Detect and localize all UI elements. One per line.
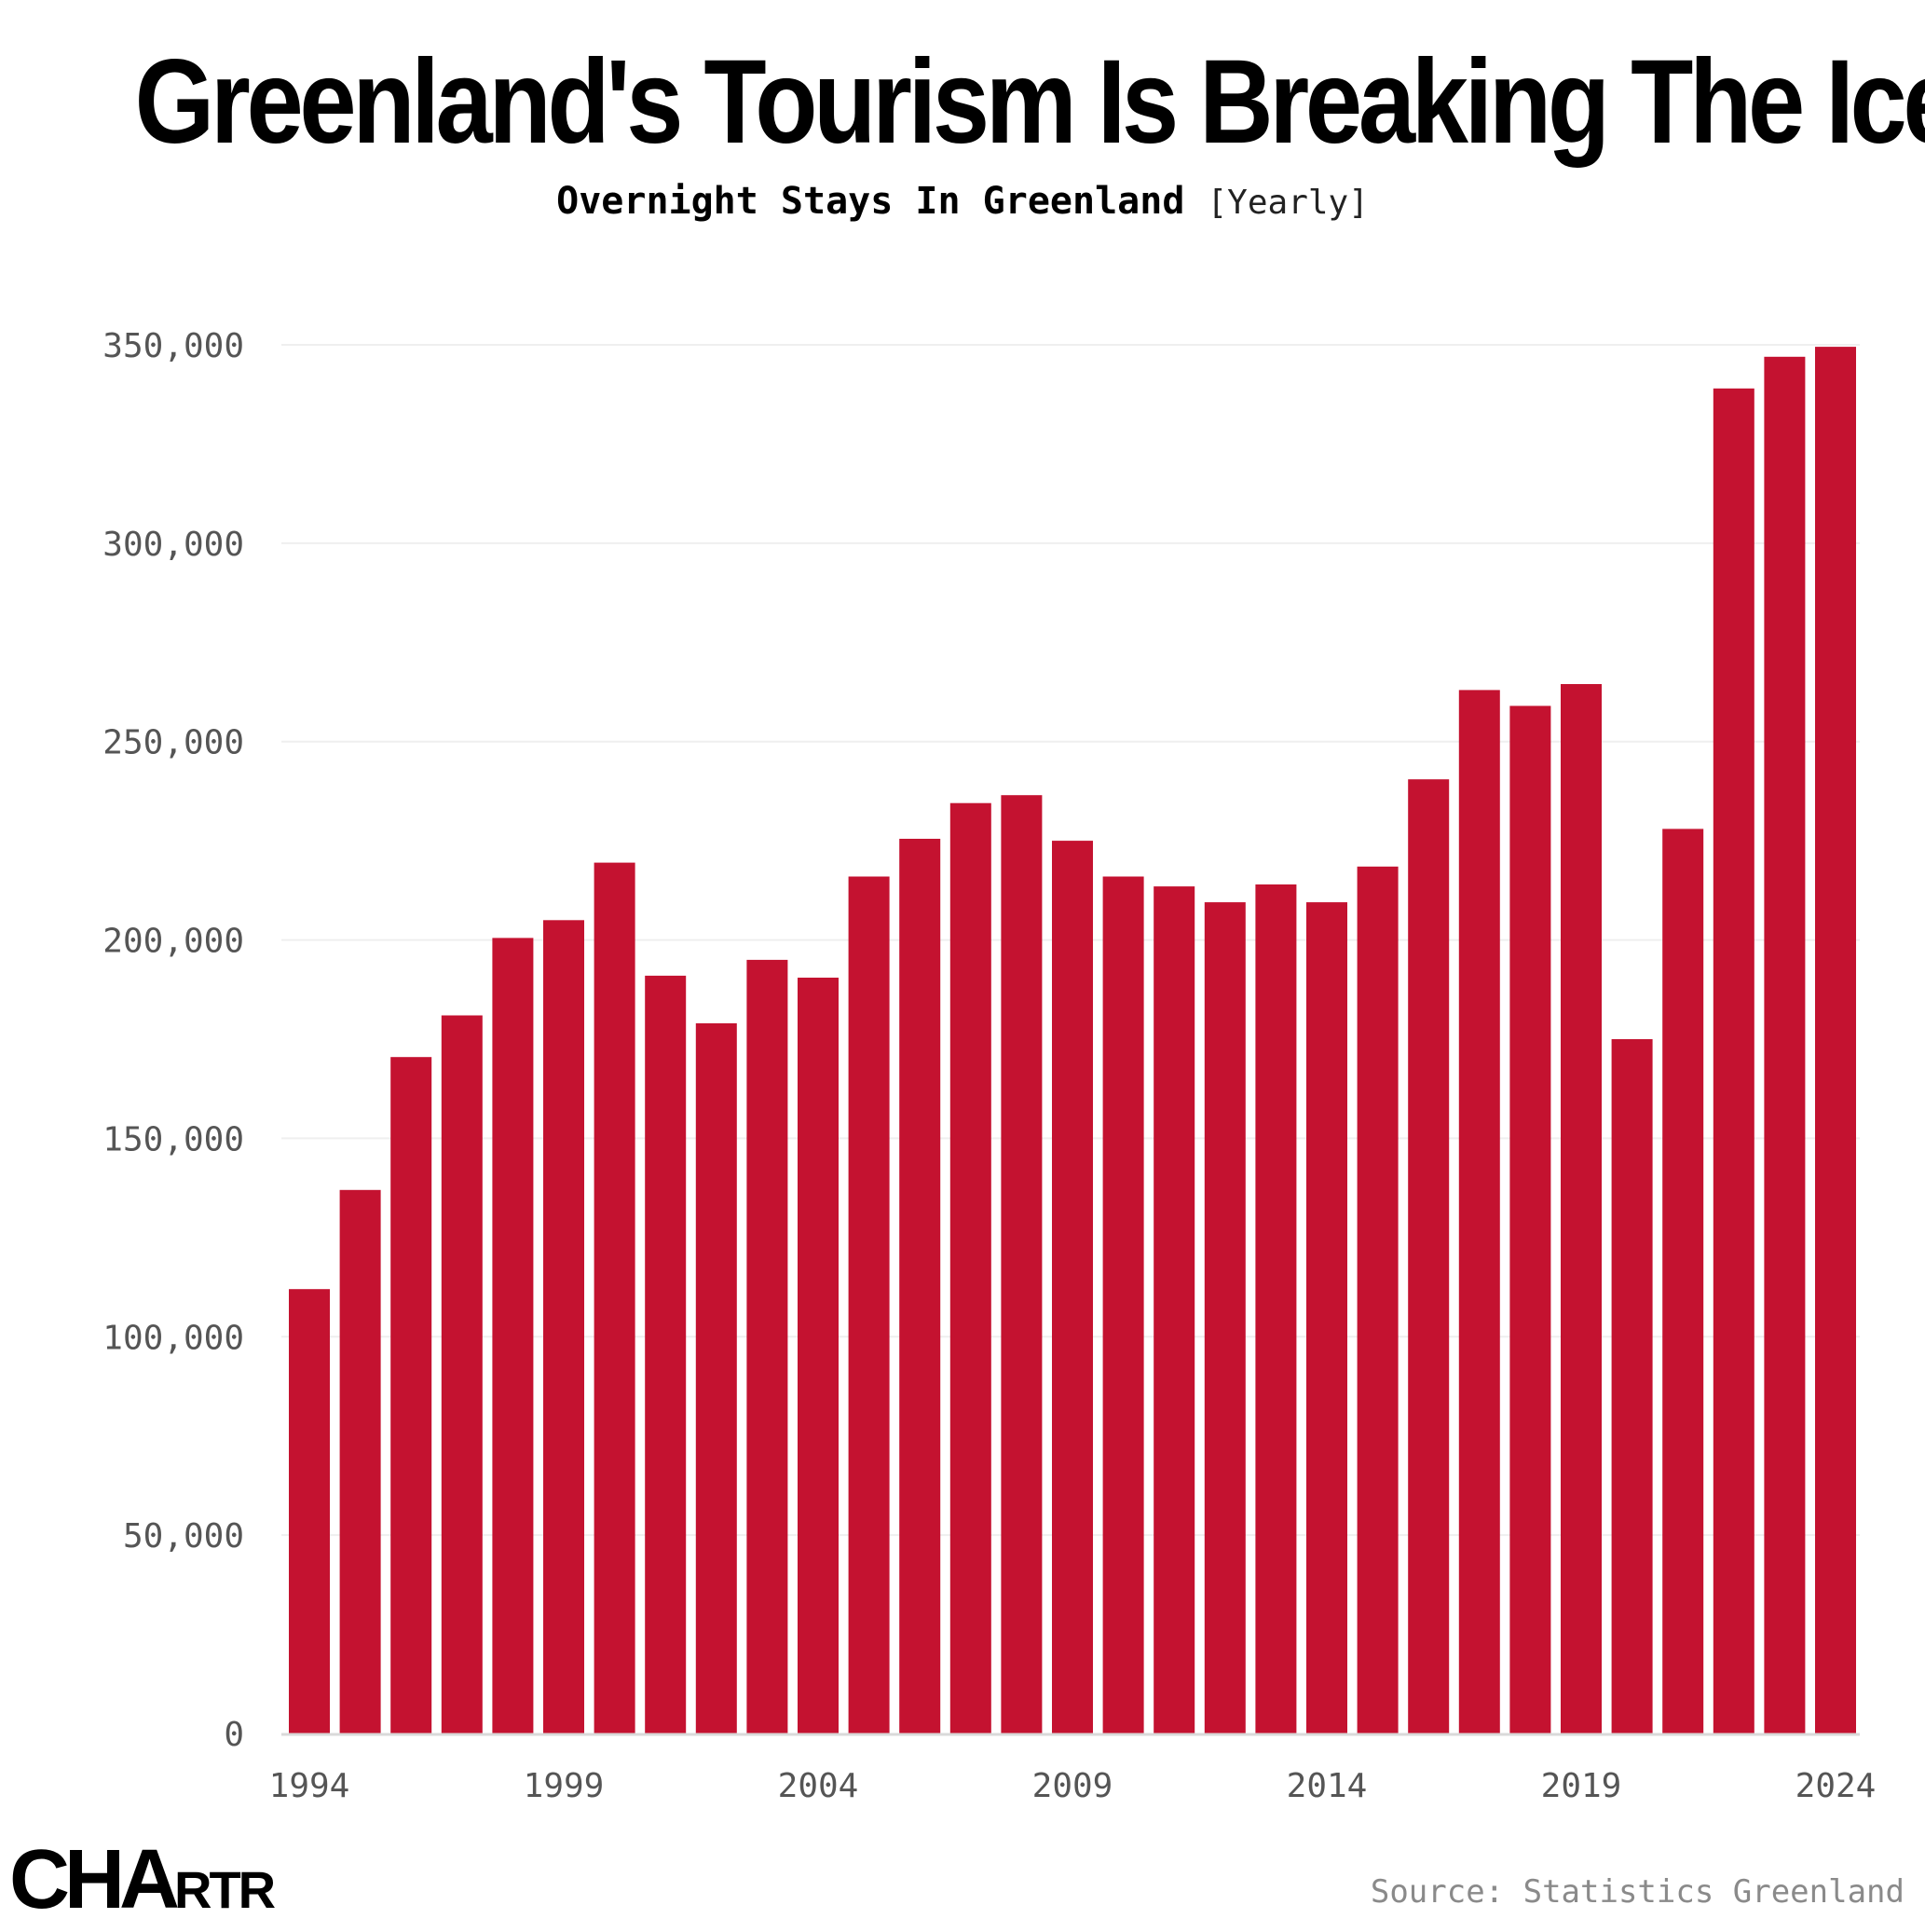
- x-tick-label: 2019: [1541, 1767, 1622, 1805]
- bar-2009: [1052, 841, 1093, 1733]
- bar-2003: [746, 959, 788, 1733]
- bar-1998: [492, 938, 534, 1733]
- bar-2007: [949, 802, 991, 1733]
- bar-1995: [339, 1189, 381, 1733]
- logo-small-text: RTR: [174, 1860, 276, 1919]
- subtitle-main: Overnight Stays In Greenland: [556, 180, 1185, 223]
- chartr-logo: CHARTR: [9, 1838, 276, 1932]
- y-tick-label: 50,000: [123, 1517, 244, 1555]
- x-tick-label: 2014: [1287, 1767, 1368, 1805]
- bar-2020: [1611, 1039, 1653, 1733]
- x-tick-label: 1994: [269, 1767, 350, 1805]
- chart-subtitle: Overnight Stays In Greenland [Yearly]: [0, 177, 1925, 227]
- bar-1997: [441, 1015, 483, 1733]
- bar-1994: [289, 1289, 330, 1733]
- x-tick-label: 2009: [1032, 1767, 1113, 1805]
- source-note: Source: Statistics Greenland: [1370, 1873, 1905, 1911]
- bar-2004: [798, 978, 839, 1733]
- bar-2018: [1509, 706, 1551, 1733]
- bar-2024: [1815, 347, 1856, 1734]
- bar-2017: [1458, 690, 1500, 1733]
- y-tick-label: 200,000: [102, 923, 244, 961]
- y-axis-tick-labels: 0 50,000 100,000 150,000 200,000 250,000 300,0…: [102, 327, 244, 1754]
- subtitle-unit: [Yearly]: [1207, 184, 1369, 222]
- bar-2001: [645, 975, 687, 1733]
- bar-2000: [594, 862, 635, 1733]
- x-tick-label: 2004: [778, 1767, 859, 1805]
- bar-2006: [899, 839, 941, 1733]
- y-tick-label: 300,000: [102, 526, 244, 564]
- bar-2012: [1204, 902, 1246, 1733]
- y-tick-label: 250,000: [102, 724, 244, 762]
- bar-2002: [695, 1023, 737, 1733]
- logo-main-text: CHA: [9, 1833, 180, 1926]
- bar-2023: [1764, 356, 1806, 1733]
- chart-title: Greenland's Tourism Is Breaking The Ice: [134, 35, 1925, 169]
- bar-2005: [848, 876, 890, 1733]
- bar-2011: [1154, 886, 1195, 1733]
- y-tick-label: 350,000: [102, 327, 244, 365]
- y-tick-label: 100,000: [102, 1319, 244, 1357]
- bar-1996: [390, 1057, 432, 1733]
- bar-1999: [543, 920, 584, 1733]
- bar-2014: [1306, 902, 1347, 1733]
- bars: [289, 347, 1856, 1734]
- bar-2010: [1102, 876, 1144, 1733]
- bar-2022: [1713, 388, 1754, 1733]
- bar-2016: [1408, 779, 1450, 1733]
- x-tick-label: 1999: [524, 1767, 605, 1805]
- x-tick-label: 2024: [1795, 1767, 1877, 1805]
- bar-2008: [1001, 795, 1043, 1733]
- bar-2019: [1561, 684, 1602, 1733]
- bar-2015: [1357, 866, 1399, 1733]
- bar-2013: [1255, 884, 1297, 1733]
- y-tick-label: 150,000: [102, 1120, 244, 1158]
- x-axis-tick-labels: 1994 1999 2004 2009 2014 2019 2024: [269, 1767, 1877, 1805]
- bar-2021: [1662, 829, 1704, 1733]
- y-tick-label: 0: [224, 1716, 244, 1754]
